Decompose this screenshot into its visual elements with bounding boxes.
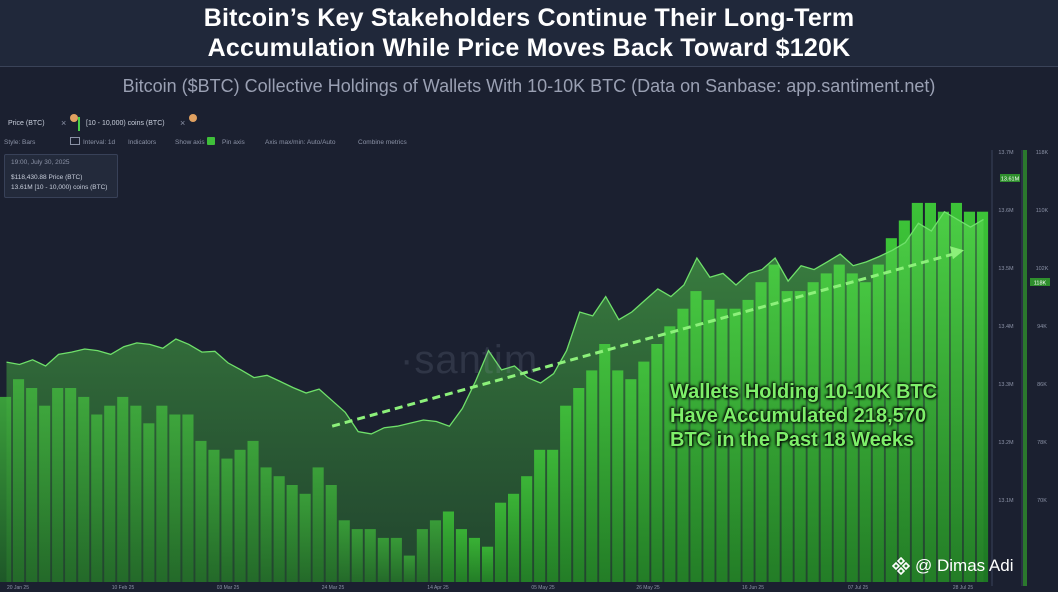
title-line-2: Accumulation While Price Moves Back Towa… — [207, 34, 851, 62]
y-tick-label: 86K — [1037, 382, 1047, 388]
pin-axis-toggle[interactable]: Pin axis — [222, 139, 245, 146]
x-tick-label: 28 Jul 25 — [953, 585, 974, 591]
trend-arrow-line — [331, 251, 957, 428]
tooltip-date: 19:00, July 30, 2025 — [11, 159, 70, 166]
y-tick-label: 13.4M — [998, 324, 1014, 330]
santiment-watermark: ·santim — [400, 338, 539, 382]
style-select[interactable]: Style: Bars — [4, 139, 36, 146]
x-tick-label: 05 May 25 — [531, 585, 555, 591]
metric-toolbar: Price (BTC) × [10 - 10,000) coins (BTC) … — [0, 114, 240, 132]
metric-price-chip[interactable]: Price (BTC) — [8, 120, 45, 127]
x-tick-label: 16 Jun 25 — [742, 585, 764, 591]
title-banner: Bitcoin’s Key Stakeholders Continue Thei… — [0, 0, 1058, 67]
last-value-badge — [1030, 278, 1050, 286]
tooltip-price: $118,430.88 Price (BTC) — [11, 174, 83, 181]
calendar-icon[interactable] — [70, 137, 80, 145]
price-area — [6, 211, 984, 582]
interval-select[interactable]: Interval: 1d — [83, 139, 116, 146]
y-tick-label: 13.6M — [998, 208, 1014, 214]
title-line-1: Bitcoin’s Key Stakeholders Continue Thei… — [203, 4, 855, 32]
holdings-axis-bar — [1023, 150, 1027, 586]
author-credit: @ Dimas Adi — [892, 556, 1058, 578]
x-tick-label: 07 Jul 25 — [848, 585, 869, 591]
price-line — [6, 210, 984, 435]
x-tick-label: 03 Mar 25 — [217, 585, 240, 591]
metric-color-bar-icon — [78, 117, 80, 131]
chart-subtitle: Bitcoin ($BTC) Collective Holdings of Wa… — [122, 76, 936, 96]
checkbox-icon[interactable] — [207, 137, 215, 145]
y-tick-label: 13.5M — [998, 266, 1014, 272]
metric-close-icon[interactable]: × — [180, 118, 186, 128]
y-tick-label: 118K — [1036, 150, 1049, 156]
accumulation-annotation: Wallets Holding 10-10K BTC Have Accumula… — [670, 380, 1000, 452]
y-tick-label: 13.1M — [998, 498, 1014, 504]
y-tick-label: 94K — [1037, 324, 1047, 330]
last-value-label: 13.61M — [1001, 177, 1020, 183]
metric-color-dot-icon — [189, 114, 197, 122]
holdings-price-chart: 13.7M 118K 13.6M 110K 13.5M 102K 13.4M 94K 13.3M… — [0, 150, 1050, 591]
binance-logo-icon — [892, 557, 910, 575]
metric-close-icon[interactable]: × — [61, 118, 67, 128]
metric-holdings-chip[interactable]: [10 - 10,000) coins (BTC) — [86, 120, 165, 127]
annotation-line-2: Have Accumulated 218,570 — [670, 405, 927, 427]
y-tick-label: 70K — [1037, 498, 1047, 504]
y-tick-label: 13.2M — [998, 440, 1014, 446]
y-tick-label: 13.3M — [998, 382, 1014, 388]
combine-metrics-button[interactable]: Combine metrics — [358, 139, 407, 146]
annotation-line-3: BTC in the Past 18 Weeks — [670, 429, 915, 451]
x-tick-label: 10 Feb 25 — [112, 585, 135, 591]
y-tick-label: 110K — [1036, 208, 1049, 214]
x-tick-label: 20 Jan 25 — [7, 585, 29, 591]
y-tick-label: 102K — [1036, 266, 1049, 272]
show-axis-toggle[interactable]: Show axis — [175, 139, 205, 146]
last-value-label: 118K — [1034, 281, 1047, 287]
chart-title: Bitcoin’s Key Stakeholders Continue Thei… — [0, 3, 1058, 63]
y-tick-label: 13.7M — [998, 150, 1014, 156]
last-value-badge — [1000, 174, 1020, 182]
trend-arrow-head — [949, 246, 964, 260]
annotation-line-1: Wallets Holding 10-10K BTC — [670, 381, 938, 403]
indicators-button[interactable]: Indicators — [128, 139, 157, 146]
tooltip-holdings: 13.61M [10 - 10,000) coins (BTC) — [11, 184, 108, 191]
chart-options-toolbar: Style: Bars Interval: 1d Indicators Show… — [0, 136, 440, 150]
axis-max-min-select[interactable]: Axis max/min: Auto/Auto — [265, 139, 336, 146]
holdings-bar — [0, 396, 12, 582]
x-tick-label: 24 Mar 25 — [322, 585, 345, 591]
credit-text: @ Dimas Adi — [915, 556, 1014, 575]
y-tick-label: 78K — [1037, 440, 1047, 446]
x-tick-label: 26 May 25 — [636, 585, 660, 591]
x-tick-label: 14 Apr 25 — [427, 585, 449, 591]
metric-color-dot-icon — [70, 114, 78, 122]
data-tooltip: 19:00, July 30, 2025 $118,430.88 Price (… — [4, 154, 118, 198]
